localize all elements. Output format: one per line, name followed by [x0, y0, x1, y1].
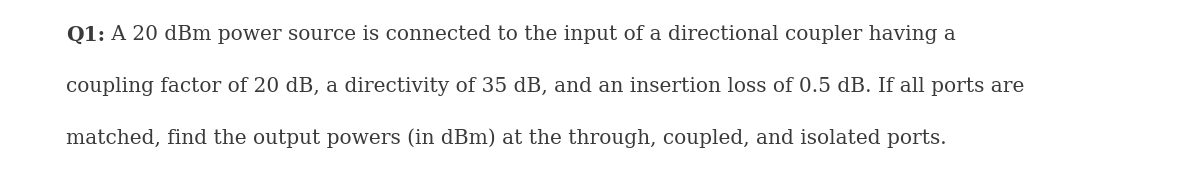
- Text: A 20 dBm power source is connected to the input of a directional coupler having : A 20 dBm power source is connected to th…: [106, 25, 956, 44]
- Text: matched, find the output powers (in dBm) at the through, coupled, and isolated p: matched, find the output powers (in dBm)…: [66, 129, 947, 148]
- Text: coupling factor of 20 dB, a directivity of 35 dB, and an insertion loss of 0.5 d: coupling factor of 20 dB, a directivity …: [66, 77, 1025, 96]
- Text: Q1:: Q1:: [66, 25, 106, 45]
